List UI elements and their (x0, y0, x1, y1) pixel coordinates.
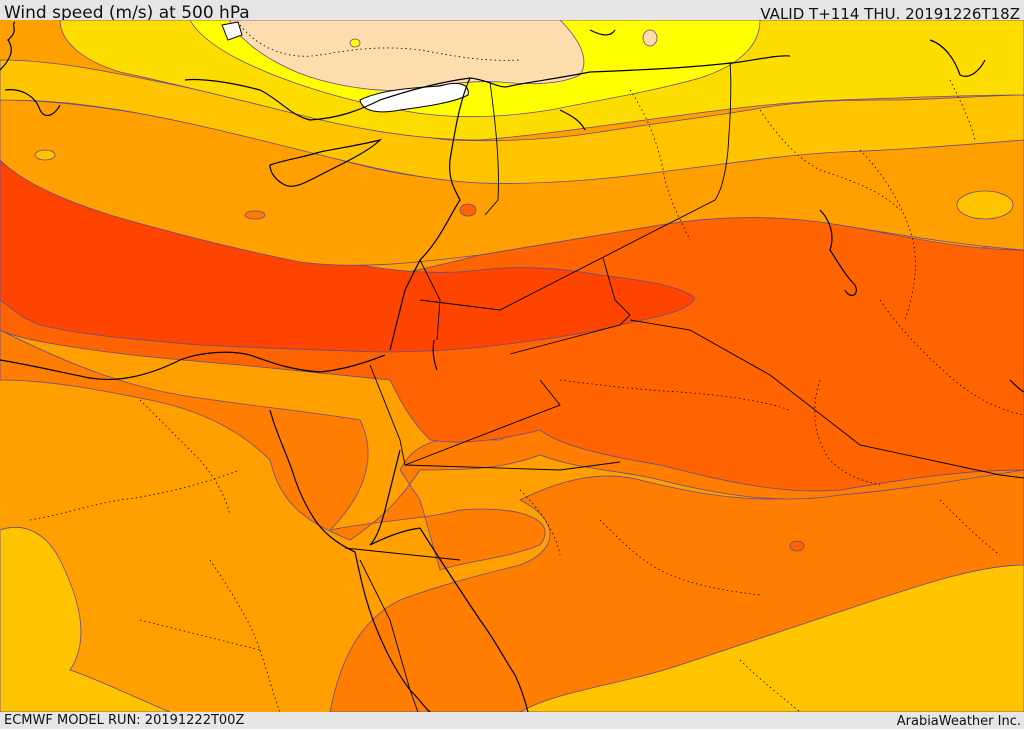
fill-band-calm-white-2 (221, 21, 243, 41)
fill-band-sw (0, 526, 171, 712)
map-canvas (0, 20, 1024, 712)
contour-blob-7 (459, 203, 477, 217)
contour-blob-4 (789, 540, 805, 552)
contour-blob-2 (244, 210, 266, 220)
model-run: ECMWF MODEL RUN: 20191222T00Z (4, 713, 245, 728)
coastlines (0, 21, 1024, 712)
internal-borders (29, 24, 1024, 712)
footer-bar (0, 712, 1024, 729)
map-title: Wind speed (m/s) at 500 hPa (4, 3, 250, 23)
fill-band-calm-white (359, 82, 469, 113)
valid-time: VALID T+114 THU. 20191226T18Z (760, 5, 1020, 23)
national-borders (344, 61, 1024, 712)
contour-blob-1 (34, 149, 56, 161)
header-bar (0, 0, 1024, 20)
contour-blob-6 (349, 38, 361, 48)
contour-blob-5 (642, 29, 658, 47)
credit: ArabiaWeather Inc. (896, 714, 1021, 729)
contour-blob-3 (956, 190, 1014, 220)
wind-speed-map (0, 20, 1024, 712)
